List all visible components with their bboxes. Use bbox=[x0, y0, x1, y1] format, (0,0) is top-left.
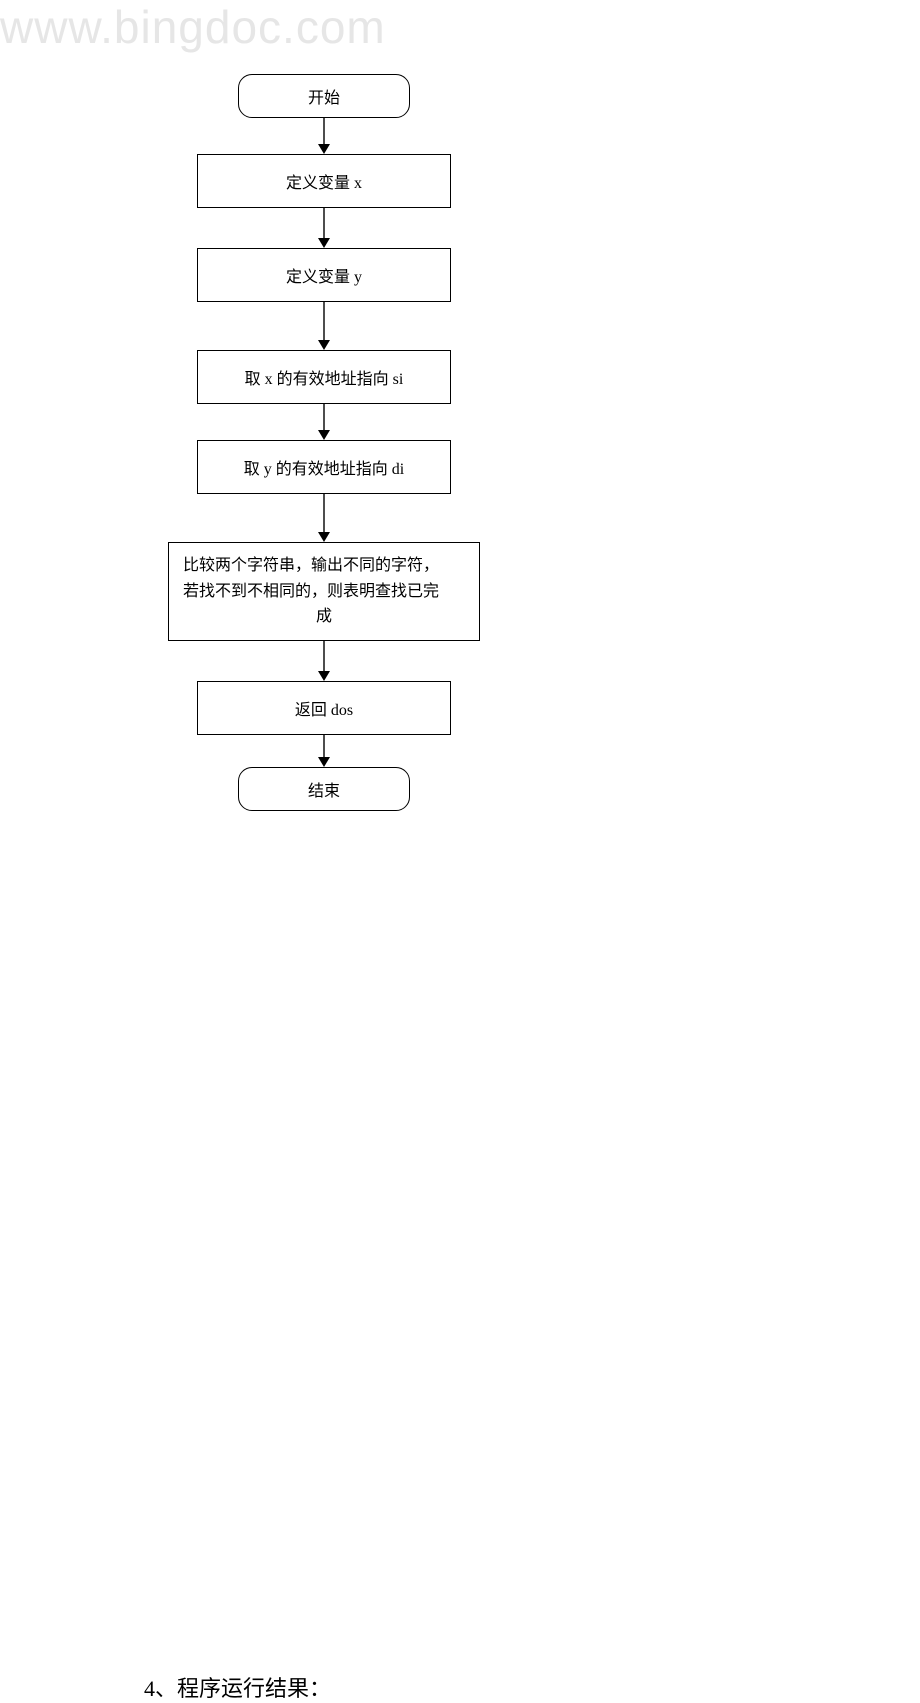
node-defx-label: 定义变量 x bbox=[286, 169, 362, 193]
edge-defy-si bbox=[154, 302, 494, 350]
edge-si-di bbox=[154, 404, 494, 440]
node-start-label: 开始 bbox=[308, 84, 340, 108]
node-di: 取 y 的有效地址指向 di bbox=[197, 440, 451, 494]
edge-retdos-end bbox=[154, 735, 494, 767]
node-retdos: 返回 dos bbox=[197, 681, 451, 735]
arrow-icon bbox=[317, 118, 331, 154]
arrow-icon bbox=[317, 494, 331, 542]
arrow-icon bbox=[317, 641, 331, 681]
section-heading: 4、程序运行结果： bbox=[144, 1671, 920, 1703]
node-defy-label: 定义变量 y bbox=[286, 263, 362, 287]
node-end: 结束 bbox=[238, 767, 410, 811]
node-end-label: 结束 bbox=[308, 777, 340, 801]
edge-defx-defy bbox=[154, 208, 494, 248]
node-si: 取 x 的有效地址指向 si bbox=[197, 350, 451, 404]
node-compare: 比较两个字符串，输出不同的字符， 若找不到不相同的，则表明查找已完 成 bbox=[168, 542, 480, 641]
arrow-icon bbox=[317, 302, 331, 350]
edge-start-defx bbox=[154, 118, 494, 154]
flowchart-container: 开始 定义变量 x 定义变量 y 取 x 的有效地址指向 si bbox=[154, 74, 494, 811]
node-defy: 定义变量 y bbox=[197, 248, 451, 302]
arrow-icon bbox=[317, 208, 331, 248]
edge-compare-retdos bbox=[154, 641, 494, 681]
arrow-icon bbox=[317, 735, 331, 767]
node-defx: 定义变量 x bbox=[197, 154, 451, 208]
edge-di-compare bbox=[154, 494, 494, 542]
node-si-label: 取 x 的有效地址指向 si bbox=[245, 365, 404, 389]
arrow-icon bbox=[317, 404, 331, 440]
node-compare-line3: 成 bbox=[183, 604, 465, 630]
node-di-label: 取 y 的有效地址指向 di bbox=[244, 455, 404, 479]
watermark-text: www.bingdoc.com bbox=[0, 0, 386, 54]
node-compare-line2: 若找不到不相同的，则表明查找已完 bbox=[183, 579, 465, 605]
node-compare-line1: 比较两个字符串，输出不同的字符， bbox=[183, 553, 465, 579]
node-retdos-label: 返回 dos bbox=[295, 696, 353, 720]
node-start: 开始 bbox=[238, 74, 410, 118]
